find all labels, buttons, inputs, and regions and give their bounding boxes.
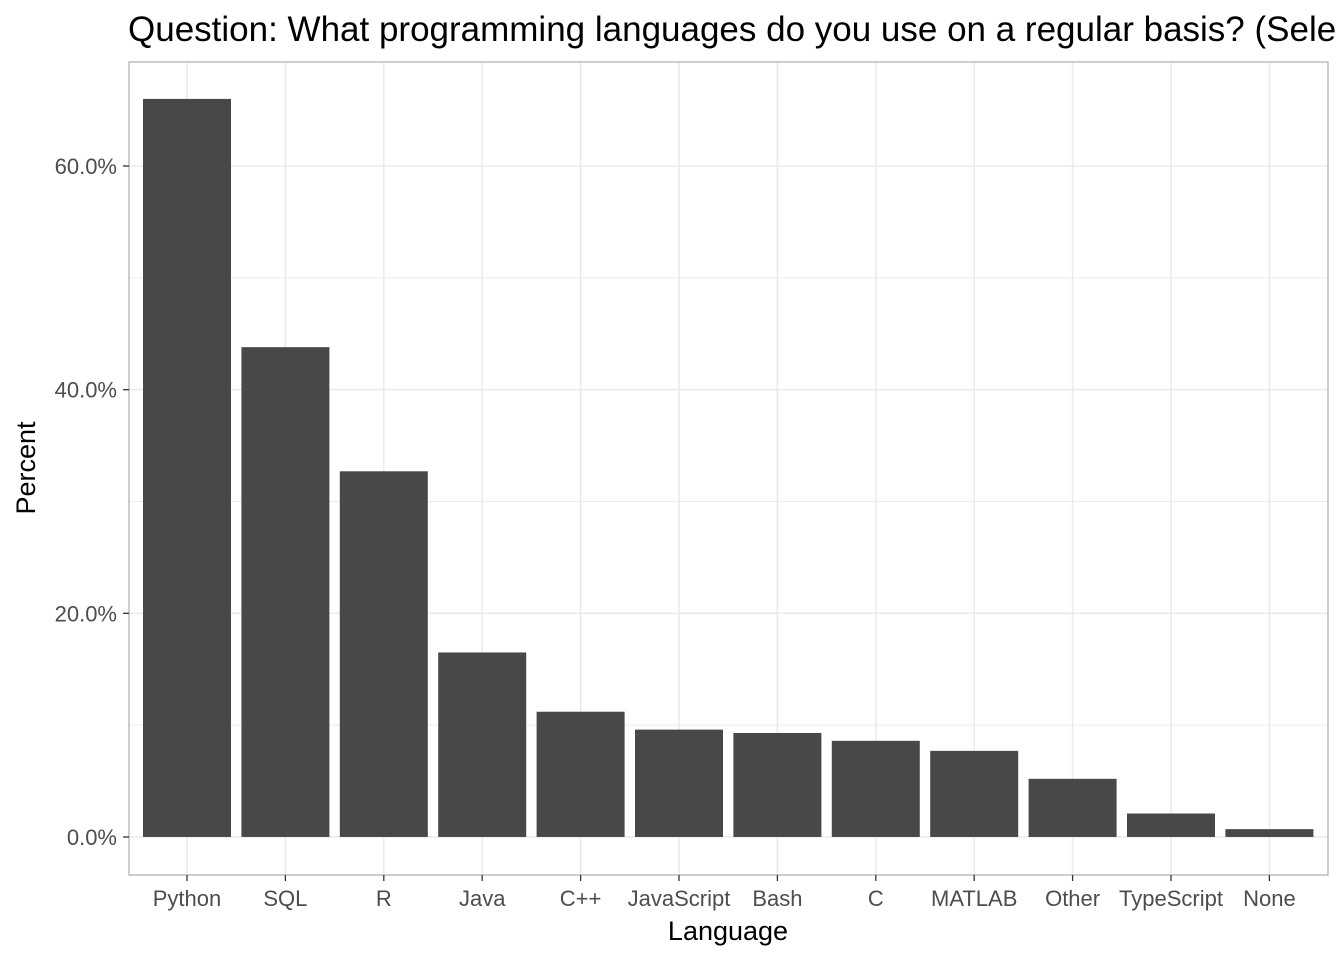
y-tick-label: 0.0% xyxy=(67,825,117,850)
bar-other xyxy=(1028,778,1117,837)
bar-java xyxy=(438,652,527,837)
bar-c- xyxy=(536,711,625,837)
bar-bash xyxy=(733,732,822,837)
x-tick-label: TypeScript xyxy=(1119,886,1223,911)
bar-matlab xyxy=(930,750,1019,837)
bar-none xyxy=(1225,829,1314,837)
chart-title: Question: What programming languages do … xyxy=(128,10,1336,49)
bar-typescript xyxy=(1127,813,1215,837)
bars xyxy=(143,98,1314,837)
y-axis-label: Percent xyxy=(11,421,41,515)
x-tick-label: R xyxy=(376,886,392,911)
x-tick-label: C++ xyxy=(560,886,602,911)
y-tick-label: 40.0% xyxy=(55,378,117,403)
x-axis-label: Language xyxy=(668,916,788,946)
y-tick-label: 60.0% xyxy=(55,154,117,179)
x-tick-label: Bash xyxy=(752,886,802,911)
bar-r xyxy=(339,471,428,837)
bar-javascript xyxy=(635,729,723,837)
x-tick-label: MATLAB xyxy=(931,886,1017,911)
x-tick-label: C xyxy=(868,886,884,911)
x-tick-label: None xyxy=(1243,886,1296,911)
bar-c xyxy=(831,740,920,837)
x-tick-label: Python xyxy=(153,886,222,911)
panel-border xyxy=(128,61,1329,876)
bar-python xyxy=(143,98,231,837)
x-tick-label: SQL xyxy=(263,886,307,911)
bar-sql xyxy=(241,347,330,837)
x-axis-ticks: Python SQL R Java C++ JavaScript Bash C MATLAB Ot… xyxy=(153,875,1296,911)
y-tick-label: 20.0% xyxy=(55,601,117,626)
y-axis-ticks: 0.0% 20.0% 40.0% 60.0% xyxy=(55,154,129,850)
x-tick-label: JavaScript xyxy=(628,886,731,911)
x-tick-label: Other xyxy=(1045,886,1100,911)
x-tick-label: Java xyxy=(459,886,506,911)
